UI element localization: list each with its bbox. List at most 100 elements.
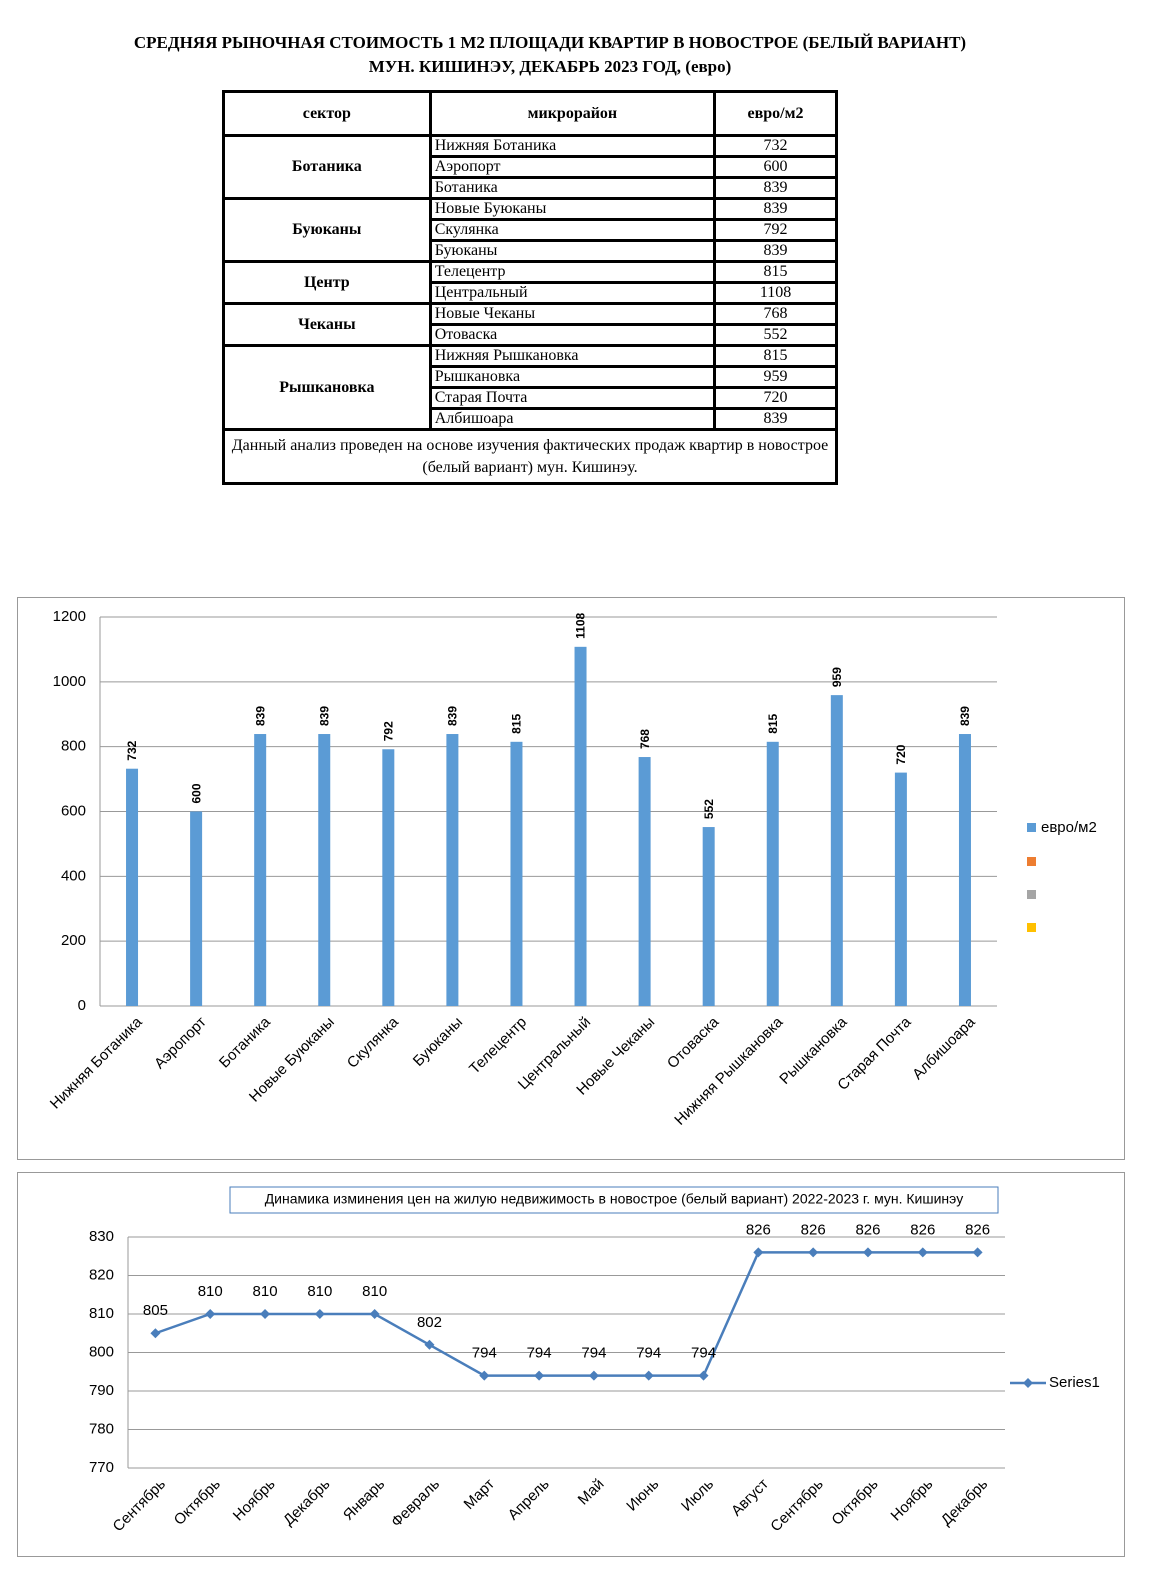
data-label: 810 [362,1283,387,1300]
value-cell: 839 [713,176,838,200]
district-cell: Телецентр [428,260,717,284]
value-cell: 839 [713,239,838,263]
data-label: 794 [472,1345,497,1362]
bar [126,768,139,1006]
column-header: сектор [222,90,432,137]
table-row: Старая Почта 720 [224,386,838,410]
data-label: 839 [958,706,972,726]
y-tick-label: 780 [89,1420,114,1437]
x-tick-label: Ноябрь [230,1475,279,1524]
data-label: 826 [965,1221,990,1238]
x-tick-label: Июнь [623,1475,662,1514]
district-cell: Нижняя Ботаника [428,134,717,158]
district-cell: Буюканы [428,239,717,263]
x-tick-label: Февраль [388,1475,443,1530]
chart-frame [17,1172,1125,1557]
point [698,1370,709,1381]
table-row: Рышкановка 959 [224,365,838,389]
district-cell: Рышкановка [428,365,717,389]
point [643,1370,654,1381]
point [862,1247,873,1258]
x-tick-label: Буюканы [410,1014,466,1070]
x-tick-label: Ноябрь [888,1475,937,1524]
legend-marker [1023,1378,1033,1388]
x-tick-label: Сентябрь [110,1475,170,1535]
bar [510,741,523,1006]
table-row: Буюканы Новые Буюканы 839 [222,197,838,263]
y-tick-label: 1200 [53,608,86,625]
value-cell: 1108 [713,281,838,305]
data-label: 805 [143,1302,168,1319]
bar [318,734,331,1006]
data-label: 839 [253,706,267,726]
district-cell: Центральный [428,281,717,305]
x-tick-label: Октябрь [171,1475,224,1528]
data-label: 826 [855,1221,880,1238]
data-label: 826 [801,1221,826,1238]
x-tick-label: Ботаника [216,1013,274,1071]
bar [382,749,395,1006]
point [260,1309,271,1319]
y-tick-label: 800 [61,738,86,755]
x-tick-label: Май [575,1476,608,1509]
x-tick-label: Январь [340,1475,389,1524]
data-label: 959 [830,667,844,687]
data-label: 768 [638,729,652,749]
district-cell: Новые Чеканы [428,302,717,326]
data-label: 552 [702,799,716,819]
district-cell: Албишоара [428,407,717,431]
bar [958,734,971,1006]
district-cell: Нижняя Рышкановка [428,344,717,368]
x-tick-label: Август [728,1476,772,1520]
bar [254,734,267,1006]
table-row: Албишоара 839 [224,407,838,431]
x-tick-label: Нижняя Ботаника [47,1013,146,1112]
bar [894,772,907,1006]
x-tick-label: Июль [678,1475,717,1514]
y-tick-label: 600 [61,802,86,819]
district-cell: Отоваска [428,323,717,347]
point [534,1370,545,1381]
note-row: Данный анализ проведен на основе изучени… [222,428,838,485]
chart-frame [17,597,1125,1160]
data-label: 810 [253,1283,278,1300]
value-cell: 815 [713,344,838,368]
doc-subtitle: МУН. КИШИНЭУ, ДЕКАБРЬ 2023 ГОД, (евро) [368,57,732,76]
series-line [154,1251,978,1377]
table-row: Ботаника Нижняя Ботаника 732 [222,134,838,200]
point [917,1247,928,1258]
point [150,1328,161,1339]
data-label: 815 [766,713,780,733]
data-label: 794 [581,1345,606,1362]
table-row: Рышкановка Нижняя Рышкановка 815 [222,344,838,431]
x-tick-label: Март [461,1476,498,1513]
table-row: Центральный 1108 [224,281,838,305]
point [588,1370,599,1381]
legend-label: евро/м2 [1041,819,1097,836]
y-tick-label: 820 [89,1266,114,1283]
x-tick-label: Сентябрь [767,1475,827,1535]
legend-swatch [1027,857,1036,866]
header-row: сектор микрорайон евро/м2 [222,90,838,137]
bar [574,646,587,1006]
data-label: 794 [691,1345,716,1362]
table-row: Скулянка 792 [224,218,838,242]
doc-title: СРЕДНЯЯ РЫНОЧНАЯ СТОИМОСТЬ 1 М2 ПЛОЩАДИ … [133,33,967,52]
bar [190,811,203,1006]
data-label: 720 [894,744,908,764]
column-header: евро/м2 [713,90,838,137]
data-label: 810 [198,1283,223,1300]
x-tick-label: Декабрь [280,1475,334,1529]
title-box [229,1186,999,1214]
table-row: Ботаника 839 [224,176,838,200]
line-chart: Динамика изминения цен на жилую недвижим… [17,1172,1125,1557]
point [424,1339,435,1350]
x-tick-label: Аэропорт [151,1014,210,1073]
legend-swatch [1027,890,1036,899]
district-cell: Старая Почта [428,386,717,410]
point [369,1309,380,1319]
y-tick-label: 810 [89,1305,114,1322]
sector-cell: Буюканы [222,197,432,263]
x-tick-label: Албишоара [909,1013,979,1083]
value-cell: 815 [713,260,838,284]
